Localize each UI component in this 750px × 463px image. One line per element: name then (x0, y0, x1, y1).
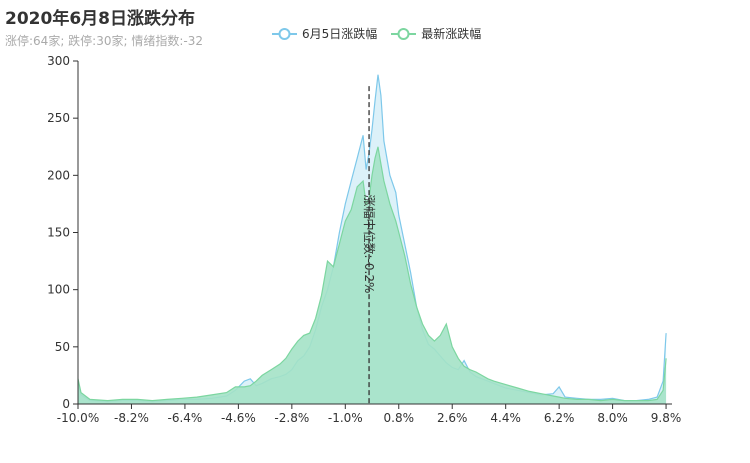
chart-subtitle: 涨停:64家; 跌停:30家; 情绪指数:-32 (5, 34, 203, 48)
x-tick-label: 0.8% (384, 411, 415, 425)
series-line-2 (77, 146, 667, 402)
legend-item-series-2[interactable]: 最新涨跌幅 (391, 25, 481, 42)
y-tick-label: 200 (47, 168, 70, 182)
y-tick-label: 100 (47, 283, 70, 297)
x-tick-label: -4.6% (221, 411, 256, 425)
x-tick-label: -8.2% (114, 411, 149, 425)
x-tick-label: 4.4% (490, 411, 521, 425)
y-tick-label: 250 (47, 111, 70, 125)
y-tick-label: 50 (55, 340, 70, 354)
series-area-2 (78, 146, 667, 405)
x-tick-label: 6.2% (544, 411, 575, 425)
median-label: 涨幅中位数:-0.2% (362, 194, 377, 293)
legend-label-series-1: 6月5日涨跌幅 (302, 27, 378, 41)
x-tick-label: -10.0% (57, 411, 99, 425)
x-tick-label: 9.8% (651, 411, 682, 425)
legend-swatch-series-2 (391, 27, 417, 40)
chart-title: 2020年6月8日涨跌分布 (5, 9, 195, 29)
x-tick-label: -6.4% (168, 411, 203, 425)
y-tick-label: 150 (47, 226, 70, 240)
legend-label-series-2: 最新涨跌幅 (421, 27, 482, 41)
x-tick-label: 2.6% (437, 411, 468, 425)
y-tick-label: 300 (47, 54, 70, 68)
x-tick-label: -1.0% (328, 411, 363, 425)
x-tick-label: 8.0% (597, 411, 628, 425)
chart-legend: 6月5日涨跌幅 最新涨跌幅 (272, 25, 481, 42)
x-tick-label: -2.8% (274, 411, 309, 425)
y-tick-label: 0 (62, 397, 70, 411)
legend-swatch-series-1 (272, 27, 297, 40)
legend-item-series-1[interactable]: 6月5日涨跌幅 (272, 25, 377, 42)
